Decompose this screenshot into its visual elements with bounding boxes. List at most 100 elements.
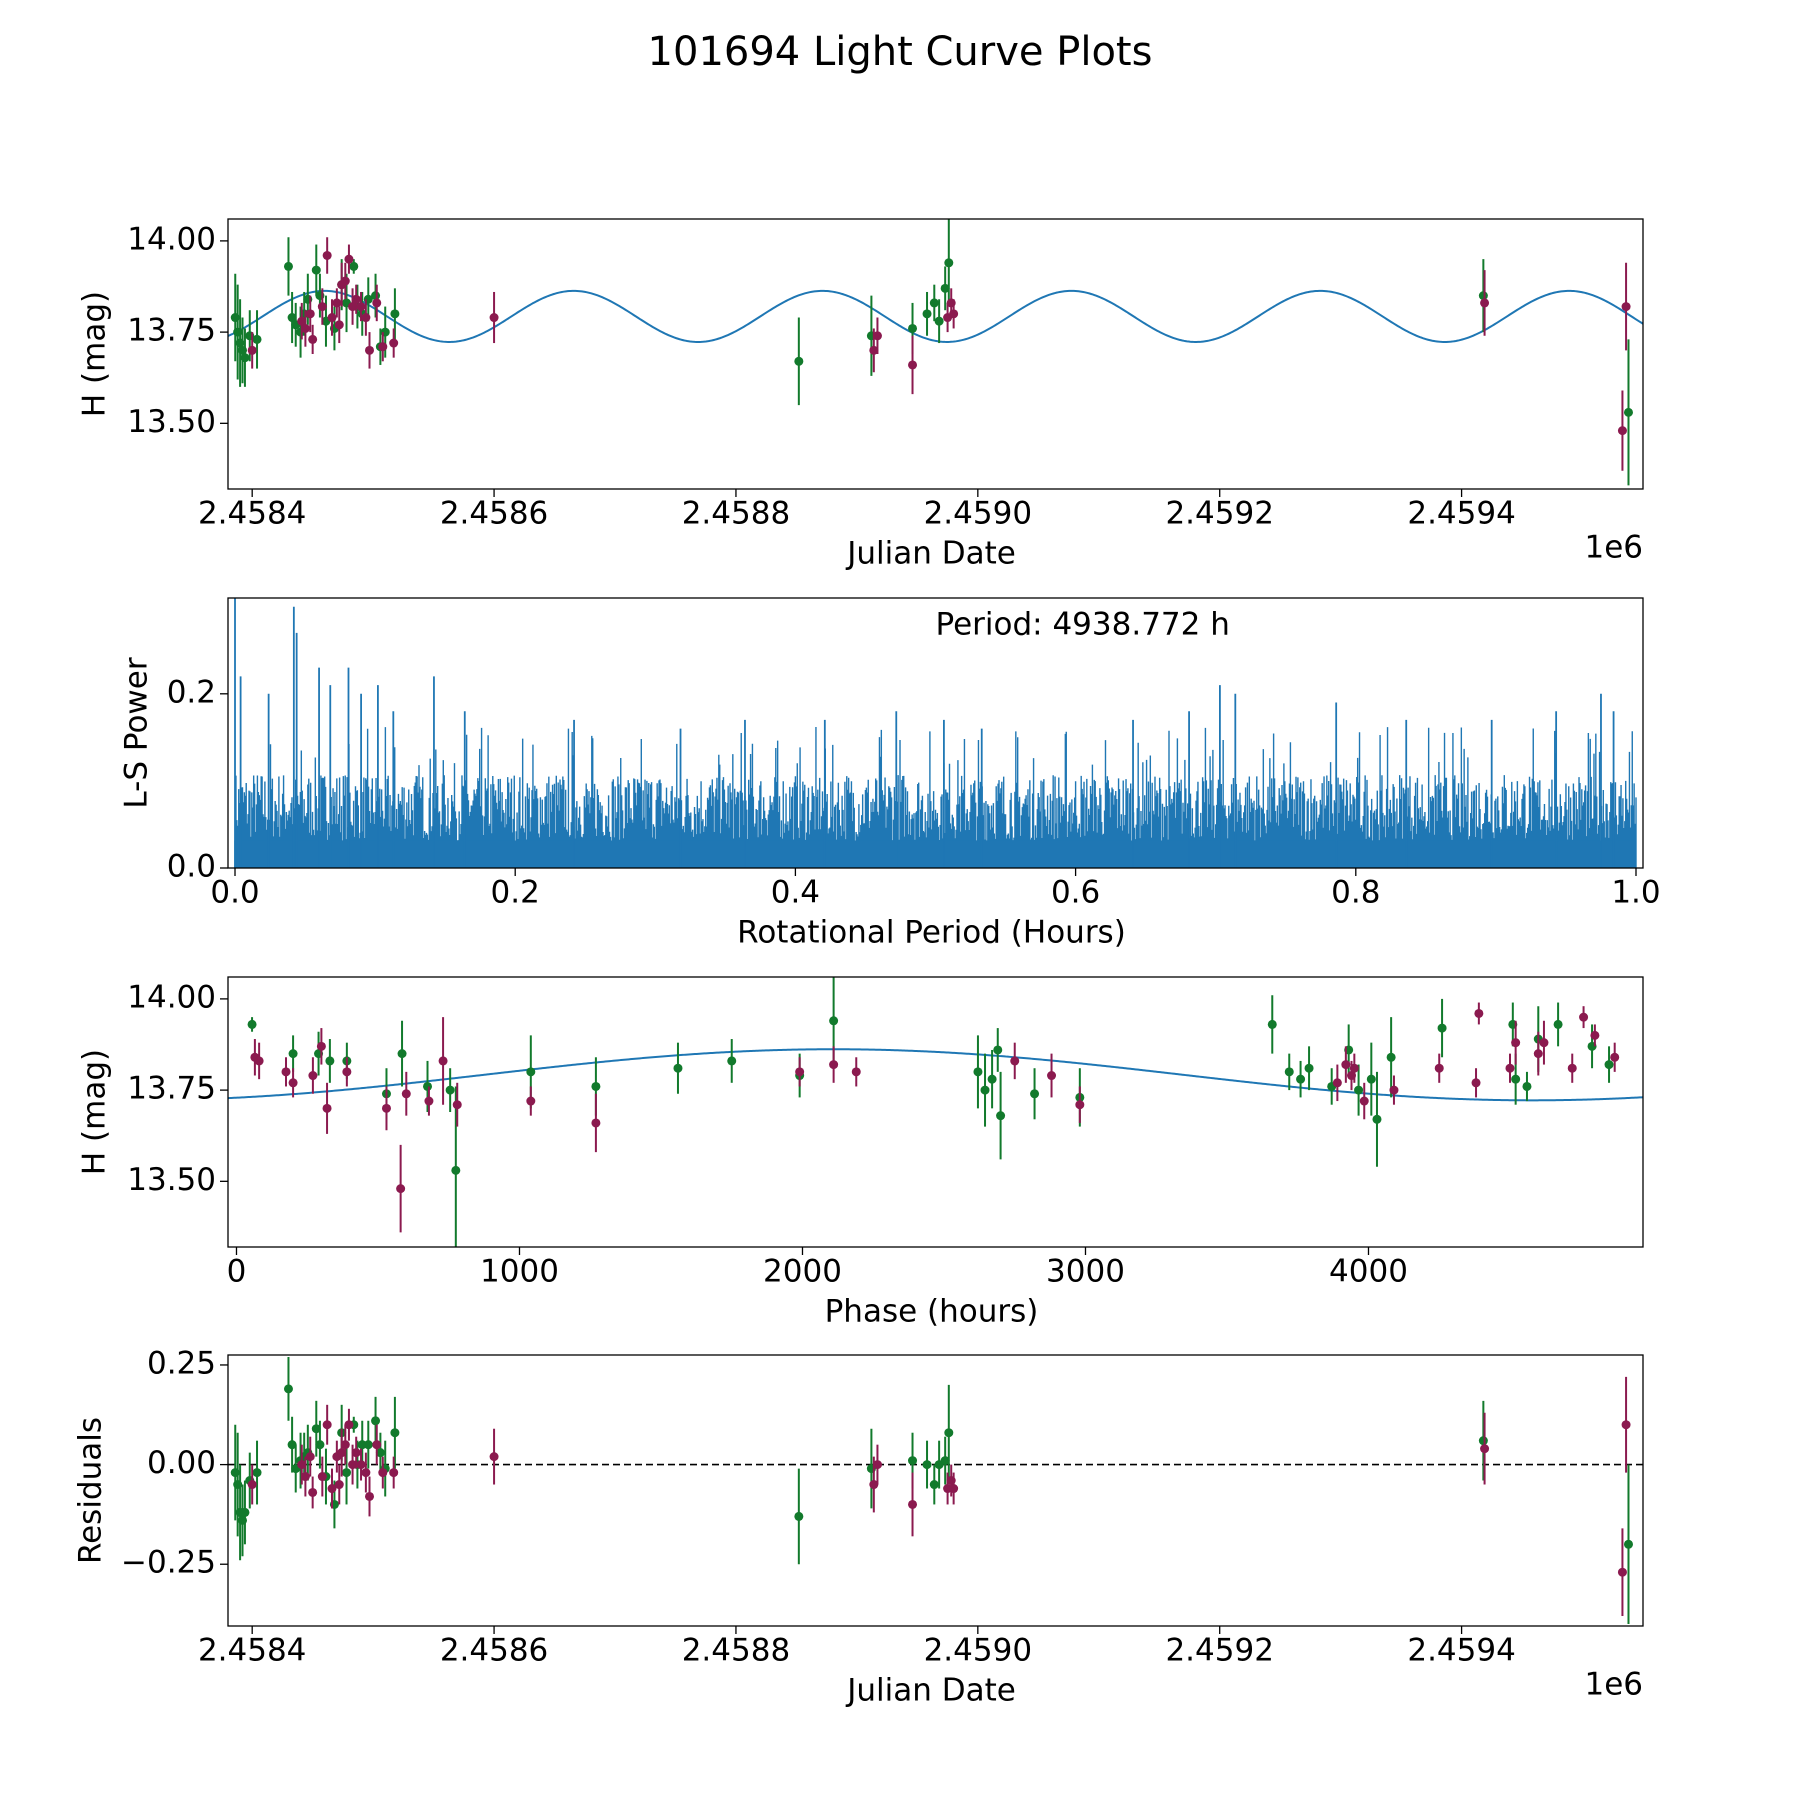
data-point xyxy=(1511,1038,1521,1048)
period-annotation: Period: 4938.772 h xyxy=(936,606,1230,642)
data-point xyxy=(973,1067,983,1077)
data-point xyxy=(1341,1060,1351,1070)
data-point xyxy=(240,1507,250,1517)
y-tick-label: 0.2 xyxy=(167,674,216,710)
data-point xyxy=(1480,298,1490,308)
data-point xyxy=(297,316,307,326)
data-point xyxy=(378,342,388,352)
x-tick-label: 2.4594 xyxy=(1407,1632,1515,1668)
data-point xyxy=(980,1085,990,1095)
data-point xyxy=(489,313,499,323)
data-point xyxy=(929,298,939,308)
data-point xyxy=(342,1468,352,1478)
data-point xyxy=(252,334,262,344)
data-point xyxy=(351,1448,361,1458)
phased-axes-frame xyxy=(227,976,1644,1248)
data-point xyxy=(829,1060,839,1070)
x-tick-label: 4000 xyxy=(1329,1253,1408,1289)
periodogram-axes-frame xyxy=(227,597,1644,869)
data-point xyxy=(322,1420,332,1430)
x-tick-label: 0.4 xyxy=(771,874,820,910)
data-point xyxy=(1505,1063,1515,1073)
data-point xyxy=(851,1067,861,1077)
data-point xyxy=(949,309,959,319)
data-point xyxy=(342,1067,352,1077)
data-point xyxy=(1579,1012,1589,1022)
subplots: 2.4584 2.4586 2.4588 2.4590 2.4592 2.4594 13.5… xyxy=(73,218,1661,1708)
data-point xyxy=(1522,1081,1532,1091)
data-point xyxy=(1623,1539,1633,1549)
data-point xyxy=(1386,1052,1396,1062)
data-point xyxy=(365,345,374,355)
data-point xyxy=(1539,1038,1549,1048)
lightcurve-panel: 2.4584 2.4586 2.4588 2.4590 2.4592 2.4594 13.5… xyxy=(77,218,1644,571)
data-point xyxy=(322,250,332,260)
data-point xyxy=(381,1103,391,1113)
data-point xyxy=(375,1448,385,1458)
x-tick-label: 2.4584 xyxy=(198,495,306,531)
data-point xyxy=(1349,1063,1359,1073)
periodogram-fill xyxy=(235,840,1636,868)
data-point xyxy=(356,1460,366,1470)
data-point xyxy=(240,353,250,363)
y-tick-label: 0.0 xyxy=(167,849,216,885)
lightcurve-x-axis-label: Julian Date xyxy=(845,535,1016,571)
x-tick-label: 2.4594 xyxy=(1407,495,1515,531)
data-point xyxy=(908,360,918,370)
phased-y-axis-label: H (mag) xyxy=(77,1049,113,1175)
data-point xyxy=(1567,1063,1577,1073)
data-point xyxy=(451,1165,461,1175)
data-point xyxy=(869,1480,879,1490)
data-point xyxy=(337,1448,347,1458)
lightcurve-model-curve xyxy=(228,289,1643,343)
data-point xyxy=(1434,1063,1444,1073)
data-point xyxy=(526,1096,536,1106)
data-point xyxy=(1354,1085,1364,1095)
data-point xyxy=(1010,1056,1020,1066)
x-tick-label: 0.0 xyxy=(210,874,259,910)
data-point xyxy=(869,345,879,355)
data-point xyxy=(371,1416,381,1426)
data-point xyxy=(247,345,257,355)
data-point xyxy=(1030,1089,1040,1099)
x-tick-label: 0.2 xyxy=(491,874,540,910)
phased-x-axis-label: Phase (hours) xyxy=(825,1293,1039,1329)
data-point xyxy=(1332,1078,1342,1088)
data-point xyxy=(1359,1096,1369,1106)
data-point xyxy=(794,1511,804,1521)
data-point xyxy=(390,309,400,319)
residuals-axes-frame xyxy=(227,1354,1644,1627)
data-point xyxy=(908,1499,918,1509)
data-point xyxy=(940,283,950,293)
x-tick-label: 2.4586 xyxy=(440,1632,548,1668)
data-point xyxy=(361,1468,371,1478)
data-point xyxy=(1610,1052,1620,1062)
phased-panel: 0 1000 2000 3000 4000 13.50 13.75 14.00 Phase (h… xyxy=(77,976,1644,1329)
y-tick-label: 13.75 xyxy=(127,313,216,349)
lightcurve-y-axis-label: H (mag) xyxy=(77,291,113,417)
lightcurve-series-red xyxy=(247,237,1631,471)
data-point xyxy=(327,1484,337,1494)
y-tick-label: 14.00 xyxy=(127,221,216,257)
data-point xyxy=(987,1074,997,1084)
data-point xyxy=(1617,426,1627,436)
y-tick-label: 13.50 xyxy=(127,1162,216,1198)
data-point xyxy=(305,309,315,319)
data-point xyxy=(908,323,918,333)
data-point xyxy=(1372,1114,1382,1124)
data-point xyxy=(438,1056,448,1066)
data-point xyxy=(363,1440,373,1450)
data-point xyxy=(1471,1078,1481,1088)
data-point xyxy=(247,1480,257,1490)
data-point xyxy=(389,338,399,348)
data-point xyxy=(908,1456,918,1466)
phased-model-curve xyxy=(228,1048,1643,1102)
data-point xyxy=(288,1049,298,1059)
data-point xyxy=(489,1452,499,1462)
data-point xyxy=(1590,1030,1600,1040)
x-tick-label: 2.4588 xyxy=(682,495,790,531)
data-point xyxy=(371,291,381,301)
data-point xyxy=(327,313,337,323)
